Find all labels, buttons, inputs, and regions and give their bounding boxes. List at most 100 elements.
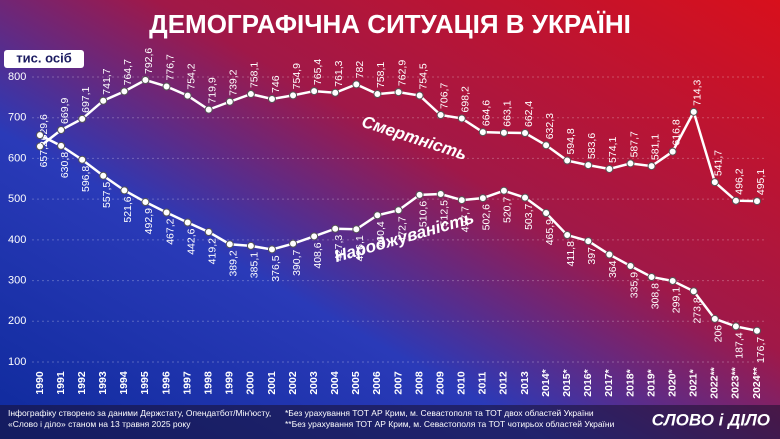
data-label: 581,1 [649, 134, 661, 160]
point [183, 218, 192, 227]
point [57, 141, 66, 150]
x-tick-label: 2014* [540, 368, 552, 396]
point [478, 128, 487, 137]
point [563, 156, 572, 165]
y-tick-label: 300 [8, 274, 26, 286]
data-label: 741,7 [101, 68, 113, 94]
x-tick-label: 1991 [55, 371, 67, 395]
x-tick-label: 2021* [688, 368, 700, 396]
point [331, 224, 340, 233]
data-label: 754,5 [417, 63, 429, 89]
point [352, 80, 361, 89]
point [626, 261, 635, 270]
point [499, 128, 508, 137]
data-label: 510,6 [417, 201, 429, 227]
point [731, 196, 740, 205]
footer-band [0, 405, 780, 439]
data-label: 698,2 [460, 86, 472, 112]
point [753, 197, 761, 206]
point [731, 322, 740, 331]
y-tick-label: 800 [8, 71, 26, 83]
logo: СЛОВО і ДІЛО [652, 410, 770, 429]
y-tick-label: 200 [8, 315, 26, 327]
point [141, 198, 150, 207]
data-label: 502,6 [481, 204, 493, 230]
point [457, 114, 466, 123]
data-label: 616,8 [670, 119, 682, 145]
point [225, 97, 234, 106]
point [267, 94, 276, 103]
point [162, 82, 171, 91]
data-label: 419,2 [206, 238, 218, 264]
footnote: «Слово і діло» станом на 13 травня 2025 … [8, 419, 191, 429]
point [689, 107, 698, 116]
data-label: 521,6 [122, 196, 134, 222]
data-label: 411,8 [565, 241, 577, 267]
point [267, 245, 276, 254]
x-tick-label: 2009 [434, 371, 446, 395]
point [246, 241, 255, 250]
data-label: 308,8 [649, 283, 661, 309]
point [120, 87, 129, 96]
point [394, 206, 403, 215]
point [584, 161, 593, 170]
point [710, 178, 719, 187]
data-label: 376,5 [270, 255, 282, 281]
point [605, 250, 614, 259]
data-label: 758,1 [249, 62, 261, 88]
data-label: 467,2 [164, 218, 176, 244]
y-tick-label: 400 [8, 234, 26, 246]
x-tick-label: 1995 [139, 371, 151, 395]
point [521, 193, 530, 202]
x-tick-label: 2011 [477, 371, 489, 394]
point [331, 88, 340, 97]
data-label: 299,1 [670, 287, 682, 313]
point [647, 272, 656, 281]
point [162, 208, 171, 217]
data-label: 472,7 [396, 216, 408, 242]
point [120, 186, 129, 195]
data-label: 594,8 [565, 128, 577, 154]
x-tick-label: 2001 [266, 371, 278, 395]
point [478, 194, 487, 203]
data-label: 765,4 [312, 59, 324, 85]
data-label: 496,2 [734, 168, 746, 194]
point [563, 231, 572, 240]
x-tick-label: 1997 [181, 371, 193, 395]
point [415, 190, 424, 199]
data-label: 389,2 [228, 250, 240, 276]
x-tick-label: 2008 [413, 371, 425, 395]
data-label: 754,2 [185, 63, 197, 89]
x-tick-label: 2024** [751, 366, 763, 398]
data-label: 574,1 [607, 137, 619, 163]
data-label: 754,9 [291, 63, 303, 89]
x-tick-label: 2007 [392, 371, 404, 395]
data-label: 206 [713, 325, 725, 343]
x-tick-label: 2002 [287, 371, 299, 395]
point [310, 87, 319, 96]
point [225, 240, 234, 249]
point [394, 88, 403, 97]
data-label: 662,4 [523, 101, 535, 127]
x-tick-label: 2005 [350, 371, 362, 395]
data-label: 583,6 [586, 133, 598, 159]
data-label: 761,3 [333, 60, 345, 86]
point [542, 209, 551, 218]
data-label: 758,1 [375, 62, 387, 88]
data-label: 762,9 [396, 60, 408, 86]
data-label: 465,9 [544, 219, 556, 245]
data-label: 776,7 [164, 54, 176, 80]
data-label: 427,3 [333, 235, 345, 261]
point [36, 131, 44, 140]
data-label: 657,2 [38, 141, 50, 167]
point [521, 129, 530, 138]
data-label: 587,7 [628, 131, 640, 157]
y-axis-label: тис. осіб [16, 50, 71, 65]
x-tick-label: 1990 [34, 371, 46, 395]
data-label: 746 [270, 75, 282, 93]
x-tick-label: 2004 [329, 371, 341, 395]
unit-box [4, 50, 84, 68]
y-tick-label: 600 [8, 152, 26, 164]
data-label: 408,6 [312, 242, 324, 268]
